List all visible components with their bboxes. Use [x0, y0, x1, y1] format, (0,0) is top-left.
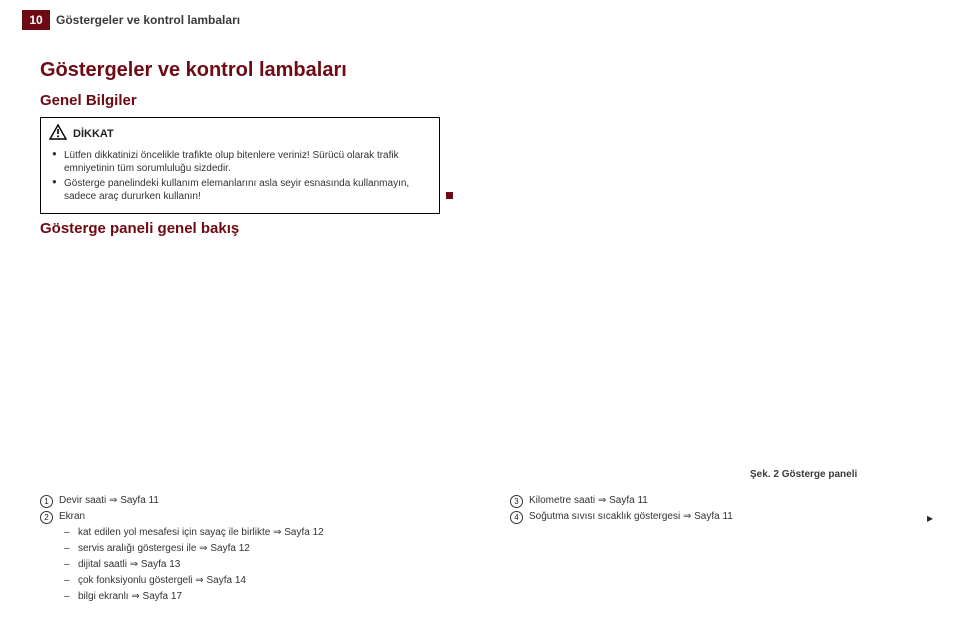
legend-sub-item: çok fonksiyonlu göstergeli ⇒ Sayfa 14 [64, 574, 460, 588]
legend-right-column: 3 Kilometre saati ⇒ Sayfa 11 4 Soğutma s… [510, 494, 930, 526]
ref-arrow-icon: ⇒ [598, 495, 606, 506]
sub-label: bilgi ekranlı [78, 591, 131, 602]
ref-arrow-icon: ⇒ [273, 527, 281, 538]
legend-sub-item: servis aralığı göstergesi ile ⇒ Sayfa 12 [64, 542, 460, 556]
legend-text: Kilometre saati ⇒ Sayfa 11 [529, 494, 648, 508]
warning-label: DİKKAT [73, 127, 114, 142]
legend-text: Ekran [59, 510, 85, 524]
legend-item: 2 Ekran [40, 510, 460, 524]
legend-item: 4 Soğutma sıvısı sıcaklık göstergesi ⇒ S… [510, 510, 930, 524]
page-ref: Sayfa 11 [694, 511, 733, 522]
warning-item: Gösterge panelindeki kullanım elemanları… [52, 177, 431, 203]
heading-level-1: Göstergeler ve kontrol lambaları [40, 56, 347, 84]
page-ref: Sayfa 13 [141, 559, 180, 570]
heading-level-2: Genel Bilgiler [40, 90, 137, 111]
legend-number-circle: 2 [40, 511, 53, 524]
page-ref: Sayfa 12 [210, 543, 249, 554]
legend-item: 3 Kilometre saati ⇒ Sayfa 11 [510, 494, 930, 508]
sub-label: servis aralığı göstergesi ile [78, 543, 199, 554]
ref-arrow-icon: ⇒ [109, 495, 117, 506]
page-ref: Sayfa 11 [120, 495, 159, 506]
sub-label: dijital saatli [78, 559, 130, 570]
figure-caption: Şek. 2 Gösterge paneli [750, 468, 857, 482]
sub-label: kat edilen yol mesafesi için sayaç ile b… [78, 527, 273, 538]
legend-number-circle: 1 [40, 495, 53, 508]
page-number-badge: 10 [22, 10, 50, 30]
ref-arrow-icon: ⇒ [130, 559, 138, 570]
page-ref: Sayfa 17 [143, 591, 182, 602]
legend-label: Devir saati [59, 495, 109, 506]
running-header: Göstergeler ve kontrol lambaları [56, 12, 240, 29]
ref-arrow-icon: ⇒ [683, 511, 691, 522]
legend-sub-list: kat edilen yol mesafesi için sayaç ile b… [40, 526, 460, 604]
page-ref: Sayfa 14 [206, 575, 245, 586]
legend-label: Soğutma sıvısı sıcaklık göstergesi [529, 511, 683, 522]
warning-header: DİKKAT [49, 124, 431, 145]
warning-box: DİKKAT Lütfen dikkatinizi öncelikle traf… [40, 117, 440, 214]
section-end-marker [446, 192, 453, 199]
legend-left-column: 1 Devir saati ⇒ Sayfa 11 2 Ekran kat edi… [40, 494, 460, 604]
legend-label: Kilometre saati [529, 495, 598, 506]
legend-item: 1 Devir saati ⇒ Sayfa 11 [40, 494, 460, 508]
legend-sub-item: bilgi ekranlı ⇒ Sayfa 17 [64, 590, 460, 604]
continuation-arrow-icon: ▸ [927, 510, 933, 527]
warning-triangle-icon [49, 124, 67, 145]
page-ref: Sayfa 11 [609, 495, 648, 506]
legend-text: Soğutma sıvısı sıcaklık göstergesi ⇒ Say… [529, 510, 733, 524]
legend-sub-item: dijital saatli ⇒ Sayfa 13 [64, 558, 460, 572]
heading-level-3: Gösterge paneli genel bakış [40, 218, 239, 239]
ref-arrow-icon: ⇒ [131, 591, 139, 602]
ref-arrow-icon: ⇒ [195, 575, 203, 586]
page-ref: Sayfa 12 [284, 527, 323, 538]
legend-number-circle: 4 [510, 511, 523, 524]
legend-sub-item: kat edilen yol mesafesi için sayaç ile b… [64, 526, 460, 540]
legend-text: Devir saati ⇒ Sayfa 11 [59, 494, 159, 508]
warning-item: Lütfen dikkatinizi öncelikle trafikte ol… [52, 149, 431, 175]
ref-arrow-icon: ⇒ [199, 543, 207, 554]
sub-label: çok fonksiyonlu göstergeli [78, 575, 195, 586]
legend-number-circle: 3 [510, 495, 523, 508]
warning-list: Lütfen dikkatinizi öncelikle trafikte ol… [49, 149, 431, 203]
